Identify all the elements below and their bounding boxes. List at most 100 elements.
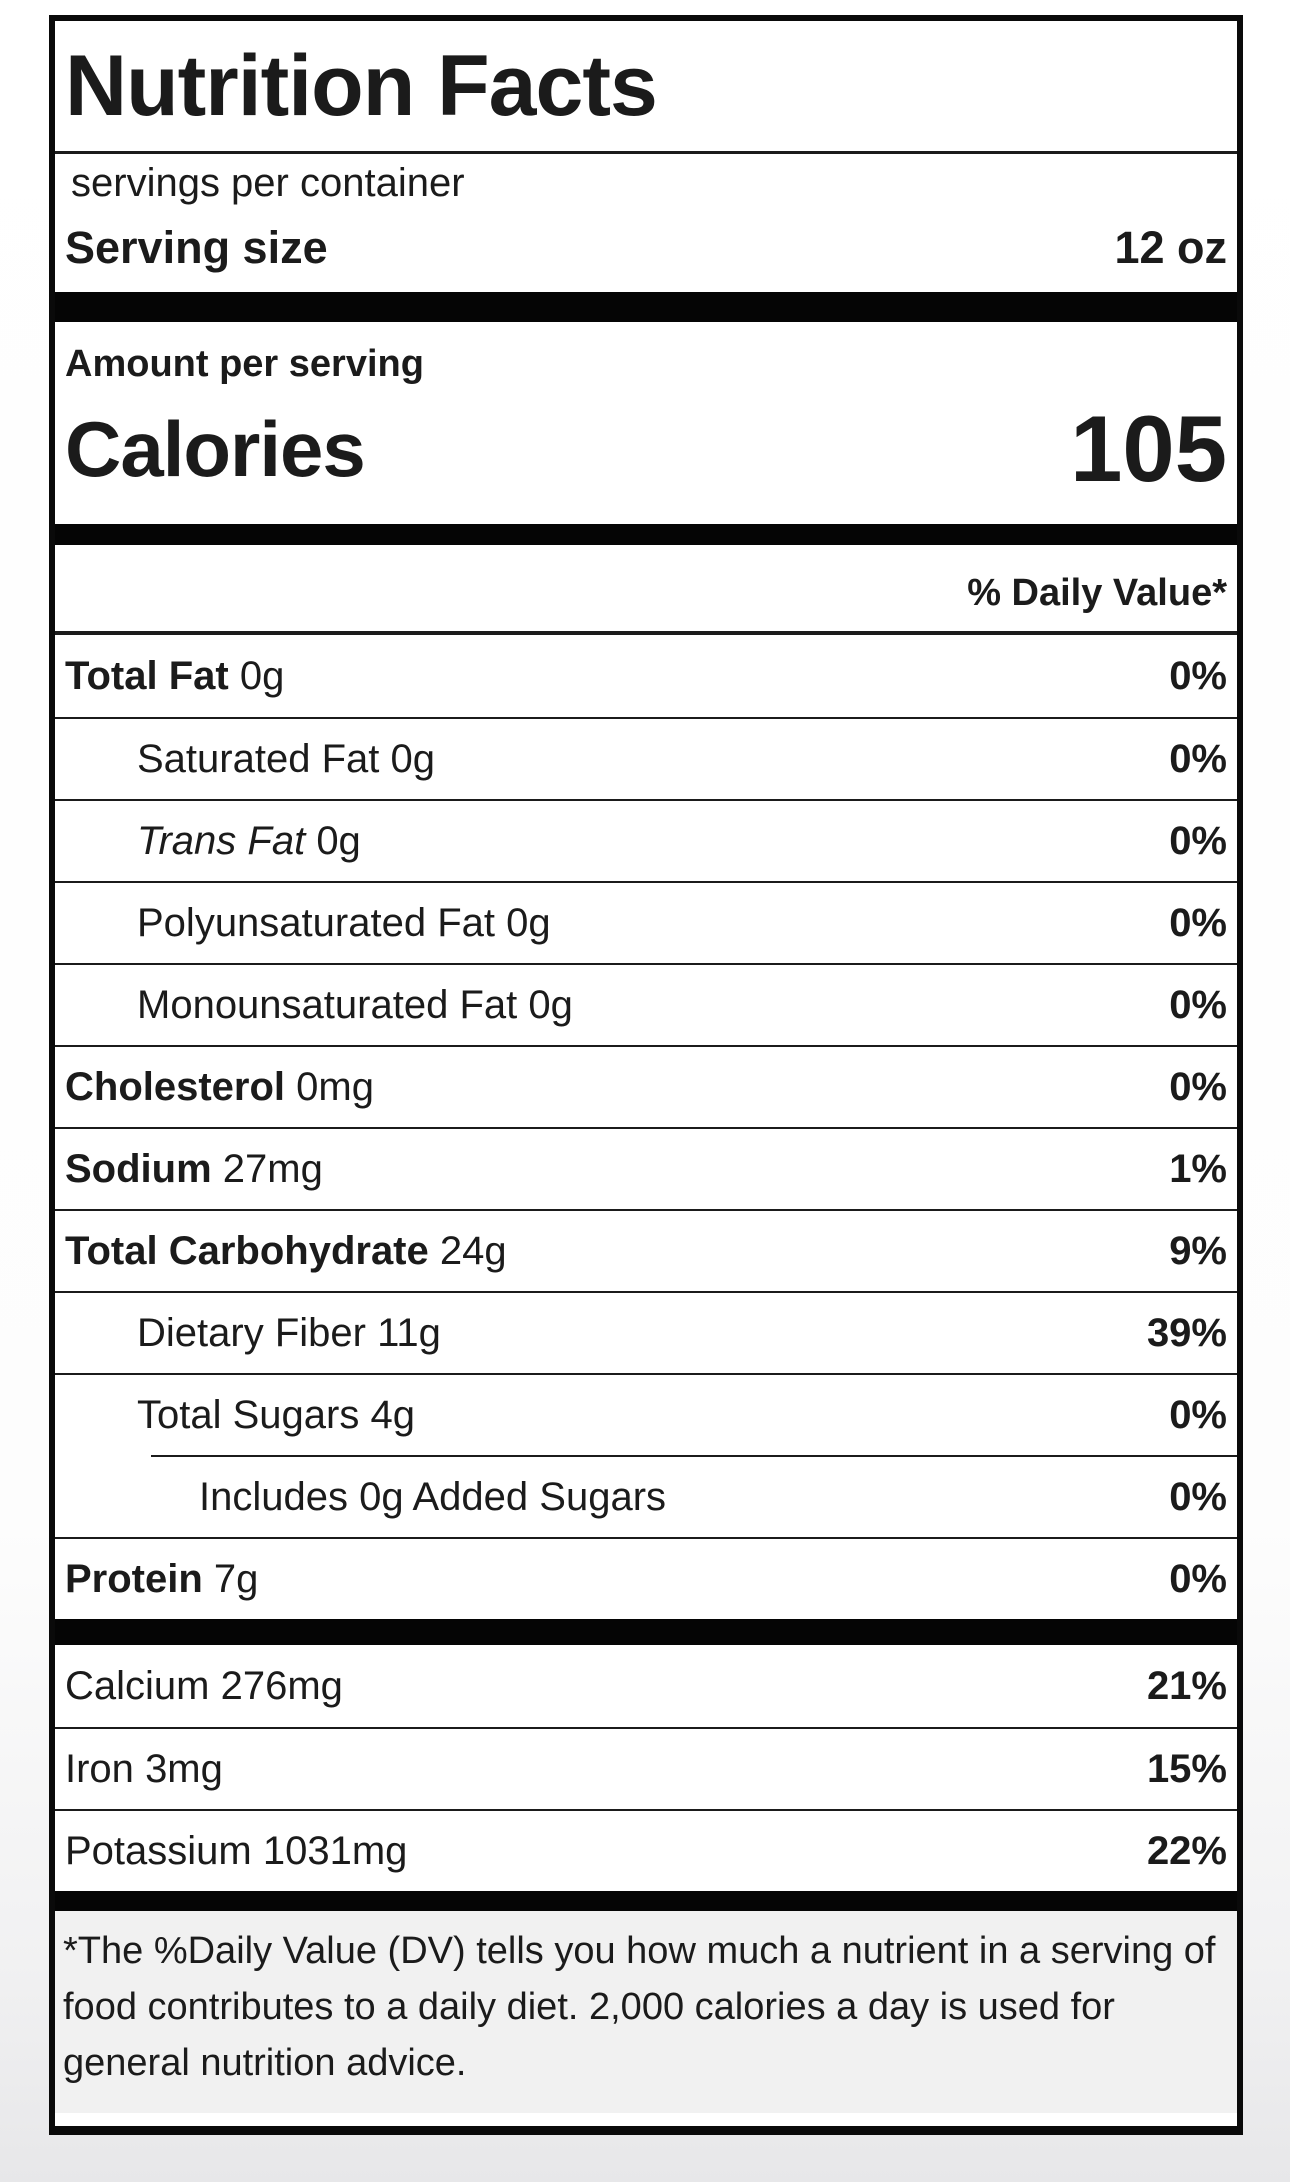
nutrient-name-group: Total Fat 0g: [65, 654, 284, 699]
row-content: Calcium 276mg 21%: [55, 1645, 1237, 1727]
nutrient-name-group: Calcium 276mg: [65, 1664, 343, 1709]
mineral-row: Potassium 1031mg 22%: [55, 1809, 1237, 1891]
row-content: Total Fat 0g 0%: [55, 635, 1237, 717]
nutrient-name-group: Sodium 27mg: [65, 1147, 323, 1192]
row-content: Polyunsaturated Fat 0g 0%: [55, 883, 1237, 963]
thick-divider-bar: [55, 292, 1237, 322]
daily-value-percent: 21%: [1146, 1663, 1227, 1708]
daily-value-percent: 0%: [1169, 1474, 1227, 1519]
medium-divider-bar: [55, 1619, 1237, 1645]
daily-value-percent: 22%: [1146, 1828, 1227, 1873]
nutrient-name: Total Carbohydrate: [65, 1228, 429, 1273]
row-content: Iron 3mg 15%: [55, 1729, 1237, 1809]
serving-size-label: Serving size: [65, 222, 328, 273]
nutrient-row: Protein 7g 0%: [55, 1537, 1237, 1619]
nutrient-row: Trans Fat 0g 0%: [55, 799, 1237, 881]
nutrient-name-group: Includes 0g Added Sugars: [151, 1475, 666, 1520]
medium-divider-bar: [55, 1891, 1237, 1911]
daily-value-percent: 9%: [1169, 1228, 1227, 1273]
mineral-row: Iron 3mg 15%: [55, 1727, 1237, 1809]
nutrient-name: Polyunsaturated Fat: [137, 900, 495, 945]
nutrient-name: Dietary Fiber: [137, 1310, 366, 1355]
daily-value-percent: 0%: [1169, 982, 1227, 1027]
row-content: Potassium 1031mg 22%: [55, 1811, 1237, 1891]
nutrient-name-group: Iron 3mg: [65, 1747, 223, 1792]
nutrient-amount: 24g: [439, 1228, 507, 1273]
row-content: Includes 0g Added Sugars 0%: [151, 1455, 1237, 1537]
nutrient-amount: 0g: [528, 982, 573, 1027]
row-content: Protein 7g 0%: [55, 1539, 1237, 1619]
nutrient-amount: 0g: [239, 653, 285, 698]
daily-value-percent: 0%: [1169, 736, 1227, 781]
nutrient-amount: 27mg: [222, 1146, 323, 1191]
nutrient-name: Total Sugars: [137, 1392, 360, 1437]
nutrient-name-group: Potassium 1031mg: [65, 1829, 407, 1874]
nutrient-row: Total Carbohydrate 24g 9%: [55, 1209, 1237, 1291]
daily-value-percent: 0%: [1169, 653, 1227, 698]
row-content: Cholesterol 0mg 0%: [55, 1047, 1237, 1127]
daily-value-percent: 0%: [1169, 1556, 1227, 1601]
nutrient-name-group: Protein 7g: [65, 1557, 258, 1602]
servings-per-container: servings per container: [71, 160, 465, 205]
nutrient-name: Potassium: [65, 1828, 252, 1873]
nutrient-name: Protein: [65, 1556, 203, 1601]
daily-value-header: % Daily Value*: [55, 545, 1237, 635]
nutrient-name: Total Fat: [65, 653, 229, 698]
nutrient-row: Cholesterol 0mg 0%: [55, 1045, 1237, 1127]
nutrient-amount: 3mg: [145, 1746, 223, 1791]
daily-value-percent: 0%: [1169, 900, 1227, 945]
daily-value-percent: 15%: [1146, 1746, 1227, 1791]
nutrient-row: Monounsaturated Fat 0g 0%: [55, 963, 1237, 1045]
row-content: Monounsaturated Fat 0g 0%: [55, 965, 1237, 1045]
row-content: Total Carbohydrate 24g 9%: [55, 1211, 1237, 1291]
nutrient-amount: 0g: [316, 818, 361, 863]
nutrient-amount: 0g: [506, 900, 551, 945]
nutrient-name-group: Polyunsaturated Fat 0g: [65, 901, 551, 946]
nutrient-row: Includes 0g Added Sugars 0%: [55, 1455, 1237, 1537]
nutrient-name-group: Cholesterol 0mg: [65, 1065, 374, 1110]
nutrient-name-group: Saturated Fat 0g: [65, 737, 435, 782]
nutrient-row: Total Fat 0g 0%: [55, 635, 1237, 717]
calories-label: Calories: [65, 404, 366, 493]
nutrient-amount: 4g: [370, 1392, 415, 1437]
nutrient-name-group: Trans Fat 0g: [65, 819, 361, 864]
row-content: Sodium 27mg 1%: [55, 1129, 1237, 1209]
label-title: Nutrition Facts: [65, 38, 658, 134]
mineral-table: Calcium 276mg 21% Iron 3mg 15% Potassium 103…: [55, 1645, 1237, 1891]
nutrient-row: Polyunsaturated Fat 0g 0%: [55, 881, 1237, 963]
row-content: Dietary Fiber 11g 39%: [55, 1293, 1237, 1373]
amount-per-serving-label: Amount per serving: [65, 343, 424, 385]
daily-value-percent: 0%: [1169, 818, 1227, 863]
nutrition-facts-label: Nutrition Facts servings per container S…: [49, 15, 1243, 2135]
daily-value-percent: 1%: [1169, 1146, 1227, 1191]
nutrient-name: Cholesterol: [65, 1064, 286, 1109]
nutrient-table: Total Fat 0g 0% Saturated Fat 0g 0% Trans Fa…: [55, 635, 1237, 1619]
nutrient-name-group: Total Sugars 4g: [65, 1393, 415, 1438]
nutrient-name: Calcium: [65, 1663, 210, 1708]
nutrient-name: Iron: [65, 1746, 134, 1791]
nutrient-name: Saturated Fat: [137, 736, 380, 781]
daily-value-percent: 0%: [1169, 1392, 1227, 1437]
serving-size-row: Serving size 12 oz: [55, 212, 1237, 292]
nutrient-amount: 0g: [390, 736, 436, 781]
calories-value: 105: [1070, 396, 1227, 501]
row-content: Trans Fat 0g 0%: [55, 801, 1237, 881]
nutrient-name: Monounsaturated Fat: [137, 982, 518, 1027]
calories-row: Calories 105: [55, 388, 1237, 524]
nutrient-name: Includes 0g Added Sugars: [199, 1474, 667, 1519]
nutrient-row: Total Sugars 4g 0%: [55, 1373, 1237, 1455]
row-content: Saturated Fat 0g 0%: [55, 719, 1237, 799]
medium-divider-bar: [55, 524, 1237, 545]
title-divider: [55, 151, 1237, 154]
nutrient-amount: 276mg: [220, 1663, 343, 1708]
nutrient-amount: 1031mg: [262, 1828, 408, 1873]
nutrient-amount: 0mg: [296, 1064, 374, 1109]
mineral-row: Calcium 276mg 21%: [55, 1645, 1237, 1727]
nutrient-name-group: Dietary Fiber 11g: [65, 1311, 441, 1356]
nutrient-name-group: Total Carbohydrate 24g: [65, 1229, 507, 1274]
serving-size-value: 12 oz: [1114, 222, 1227, 273]
nutrient-amount: 7g: [213, 1556, 259, 1601]
nutrient-row: Dietary Fiber 11g 39%: [55, 1291, 1237, 1373]
daily-value-percent: 39%: [1146, 1310, 1227, 1355]
